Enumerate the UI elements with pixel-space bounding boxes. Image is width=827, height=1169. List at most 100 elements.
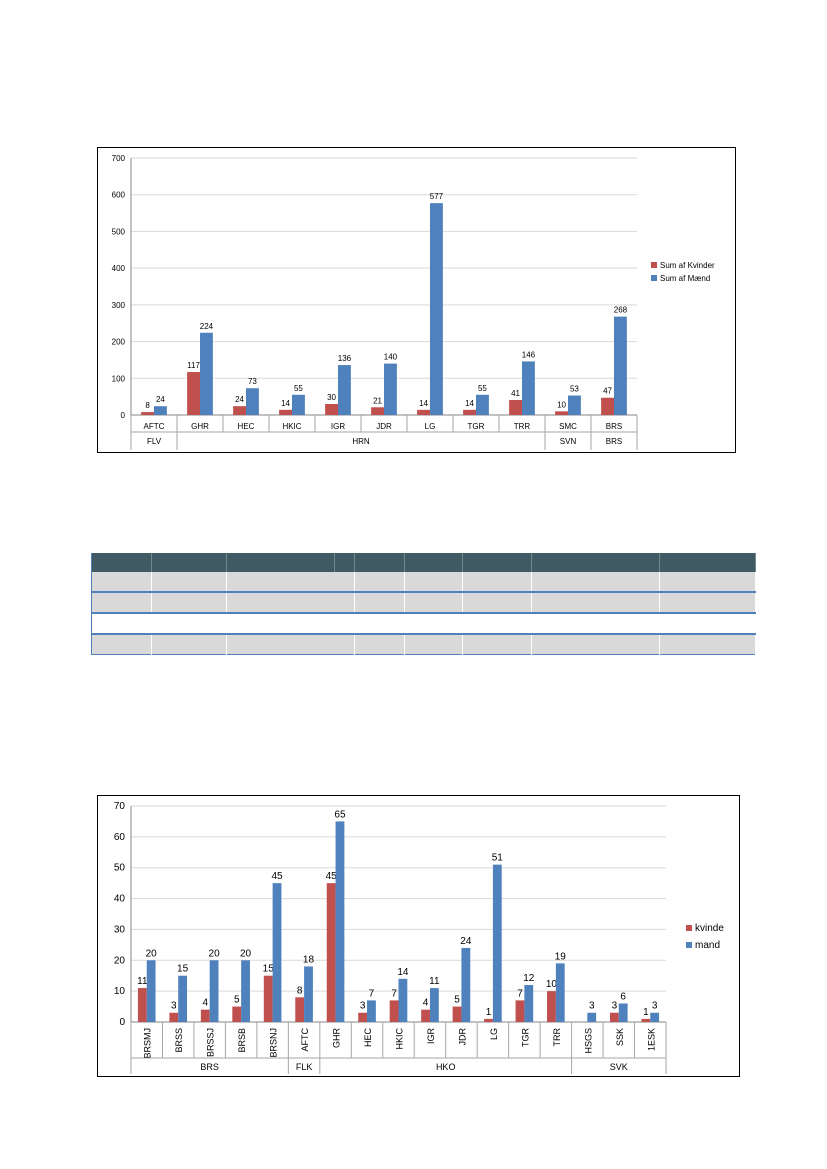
data-label: 7	[391, 988, 397, 999]
data-label: 11	[137, 976, 148, 987]
legend-label: kvinde	[695, 923, 724, 934]
data-label: 3	[589, 1001, 595, 1012]
chart-2-svg: 0102030405060701120BRSMJ315BRSS420BRSSJ5…	[114, 801, 724, 1074]
bar-kvinder	[187, 372, 200, 415]
table-row	[91, 612, 756, 634]
bar-kvinder	[325, 403, 338, 415]
table-cell	[404, 572, 463, 592]
bar-kvinder	[141, 412, 154, 415]
table-cell	[91, 612, 756, 634]
data-label: 14	[465, 399, 474, 408]
data-label: 18	[303, 954, 315, 965]
data-label: 15	[177, 964, 189, 975]
data-label: 20	[146, 948, 158, 959]
data-label: 30	[327, 393, 336, 402]
chart-1-svg: 0 100 200 300 400 500 600 700 8 24 AFTC 117 224 GHR 24…	[112, 154, 715, 450]
data-label: 577	[430, 192, 444, 201]
bar-maend	[178, 975, 188, 1022]
y-tick-label: 0	[121, 411, 126, 420]
data-label: 24	[156, 395, 165, 404]
data-label: 6	[620, 991, 626, 1002]
bar-kvinder	[232, 1006, 242, 1022]
x-tick-label: SSK	[615, 1028, 625, 1046]
y-tick-label: 300	[112, 301, 126, 310]
bar-kvinder	[295, 997, 305, 1022]
legend-label: mand	[695, 940, 720, 951]
x-tick-label: LG	[425, 422, 436, 431]
y-tick-label: 600	[112, 191, 126, 200]
x-tick-label: IGR	[426, 1028, 436, 1045]
bar-kvinder	[509, 399, 522, 415]
legend-swatch-kvinder	[686, 925, 692, 931]
table-cell	[151, 572, 227, 592]
data-label: 14	[281, 399, 290, 408]
bar-maend	[241, 960, 250, 1022]
bar-kvinder	[358, 1012, 368, 1022]
table-cell	[91, 633, 152, 655]
bar-maend	[200, 332, 213, 415]
x-tick-label: AFTC	[300, 1028, 310, 1052]
data-label: 24	[460, 936, 472, 947]
bar-kvinder	[417, 409, 430, 415]
bar-maend	[335, 821, 345, 1022]
y-tick-label: 40	[114, 894, 126, 905]
table-cell	[659, 633, 756, 655]
data-label: 3	[360, 1001, 366, 1012]
table-cell	[151, 633, 227, 655]
data-label: 1	[643, 1007, 649, 1018]
bar-kvinder	[555, 411, 568, 415]
table-cell	[91, 572, 152, 592]
data-label: 8	[297, 985, 303, 996]
data-label: 4	[423, 998, 429, 1009]
bar-maend	[384, 363, 397, 415]
bar-kvinder	[515, 1000, 525, 1022]
x-tick-label: HKIC	[395, 1028, 405, 1050]
bar-maend	[367, 1000, 376, 1022]
data-label: 268	[614, 306, 628, 315]
table-cell	[531, 633, 660, 655]
bar-kvinder	[233, 406, 246, 415]
bar-maend	[614, 316, 627, 415]
data-label: 146	[522, 350, 536, 359]
data-label: 41	[511, 389, 520, 398]
x-tick-label: HSGS	[583, 1028, 593, 1054]
data-label: 4	[202, 998, 208, 1009]
y-tick-label: 20	[114, 955, 126, 966]
data-label: 45	[271, 871, 283, 882]
bar-maend	[154, 406, 167, 415]
bar-kvinder	[326, 883, 336, 1022]
bar-maend	[568, 395, 581, 415]
bar-maend	[587, 1012, 597, 1022]
data-label: 65	[334, 809, 346, 820]
table-cell	[462, 572, 532, 592]
y-tick-label: 60	[114, 832, 126, 843]
group-label: SVK	[610, 1062, 628, 1072]
y-tick-label: 200	[112, 338, 126, 347]
y-tick-label: 100	[112, 374, 126, 383]
data-label: 136	[338, 354, 352, 363]
data-label: 8	[145, 401, 150, 410]
table-cell	[531, 591, 660, 613]
x-tick-label: BRSB	[237, 1028, 247, 1053]
chart-gender-by-department: 0 10 20 30 40 50 60 70 11 20 BRSMJ 3 15 BRSS 4 20 BRSSJ 5…	[97, 795, 740, 1077]
bar-maend	[398, 978, 408, 1022]
table-cell	[354, 633, 405, 655]
bar-maend	[292, 394, 305, 415]
table-cell	[354, 591, 405, 613]
bar-maend	[492, 864, 502, 1022]
table-cell	[226, 591, 355, 613]
table-cell	[462, 591, 532, 613]
group-label: BRS	[606, 437, 622, 446]
data-label: 21	[373, 396, 382, 405]
data-label: 3	[171, 1001, 177, 1012]
data-label: 140	[384, 353, 398, 362]
data-label: 12	[523, 973, 535, 984]
bar-maend	[650, 1012, 660, 1022]
bar-kvinder	[389, 1000, 399, 1022]
table-header-cell	[404, 553, 463, 572]
data-label: 19	[555, 951, 567, 962]
x-tick-label: GHR	[332, 1028, 342, 1049]
bar-maend	[146, 960, 156, 1022]
bar-kvinder	[641, 1018, 651, 1022]
x-tick-label: BRSMJ	[143, 1028, 153, 1059]
